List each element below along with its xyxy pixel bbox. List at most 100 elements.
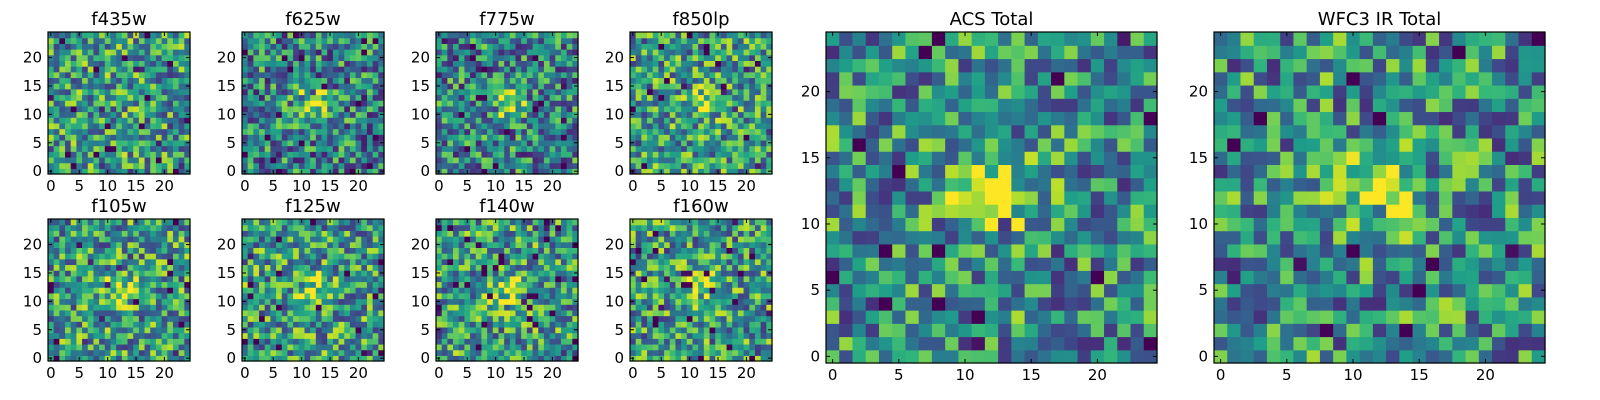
- pixel: [658, 88, 665, 96]
- pixel: [754, 162, 762, 169]
- pixel: [737, 326, 745, 334]
- pixel: [321, 77, 328, 84]
- pixel: [504, 321, 511, 328]
- pixel: [150, 139, 157, 147]
- pixel: [53, 83, 60, 90]
- pixel: [184, 292, 191, 300]
- pixel: [732, 281, 739, 288]
- pixel: [487, 309, 494, 317]
- pixel: [332, 230, 340, 237]
- pixel: [144, 88, 151, 96]
- pixel: [709, 100, 716, 107]
- pixel: [276, 343, 283, 351]
- pixel: [504, 309, 511, 317]
- pixel: [754, 139, 762, 147]
- pixel: [458, 270, 465, 277]
- pixel: [658, 139, 665, 147]
- pixel: [641, 105, 648, 113]
- pixel: [338, 83, 345, 90]
- pixel: [709, 321, 716, 328]
- pixel: [515, 83, 522, 90]
- pixel: [138, 128, 146, 135]
- pixel: [276, 71, 283, 79]
- pixel: [475, 326, 483, 334]
- pixel: [161, 298, 168, 305]
- pixel: [321, 270, 328, 277]
- pixel: [133, 37, 140, 44]
- pixel: [82, 224, 89, 231]
- pixel: [87, 292, 95, 300]
- pixel: [692, 315, 699, 322]
- pixel: [281, 105, 289, 113]
- pixel: [270, 156, 277, 164]
- pixel: [321, 343, 328, 351]
- pixel: [555, 54, 562, 61]
- pixel: [549, 247, 556, 254]
- pixel: [436, 88, 443, 96]
- pixel: [470, 88, 477, 96]
- pixel: [498, 105, 505, 113]
- pixel: [549, 281, 556, 288]
- pixel: [538, 270, 545, 277]
- pixel: [492, 151, 500, 158]
- pixel: [754, 100, 762, 107]
- pixel: [692, 94, 699, 101]
- pixel: [76, 326, 83, 334]
- pixel: [315, 122, 323, 130]
- pixel: [760, 315, 767, 322]
- pixel: [481, 253, 488, 260]
- pixel: [470, 332, 477, 339]
- pixel: [560, 355, 568, 362]
- pixel: [315, 71, 323, 79]
- pixel: [532, 230, 539, 237]
- pixel: [715, 43, 722, 50]
- pixel: [532, 355, 539, 362]
- pixel: [481, 168, 488, 175]
- pixel: [361, 241, 368, 248]
- pixel: [538, 338, 545, 345]
- pixel: [161, 321, 168, 328]
- pixel: [144, 111, 151, 118]
- pixel: [281, 355, 289, 362]
- pixel: [447, 292, 454, 300]
- pixel: [543, 355, 551, 362]
- pixel: [93, 168, 100, 175]
- pixel: [155, 338, 163, 345]
- pixel: [349, 355, 357, 362]
- pixel: [509, 151, 517, 158]
- pixel: [110, 128, 117, 135]
- pixel: [743, 122, 750, 130]
- pixel: [743, 117, 750, 124]
- pixel: [270, 338, 277, 345]
- pixel: [453, 338, 460, 345]
- pixel: [681, 168, 688, 175]
- pixel: [630, 315, 637, 322]
- pixel: [378, 88, 385, 96]
- pixel: [355, 241, 362, 248]
- pixel: [304, 270, 311, 277]
- pixel: [259, 247, 266, 254]
- pixel: [287, 134, 294, 141]
- pixel: [253, 258, 260, 266]
- pixel: [349, 298, 357, 305]
- pixel: [572, 105, 579, 113]
- pixel: [453, 60, 460, 67]
- pixel: [104, 117, 112, 124]
- pixel: [372, 355, 379, 362]
- pixel: [253, 43, 260, 50]
- pixel: [281, 60, 289, 67]
- pixel: [555, 343, 562, 351]
- pixel: [293, 54, 300, 61]
- pixel: [167, 236, 174, 243]
- pixel: [315, 49, 323, 56]
- pixel: [161, 54, 168, 61]
- pixel: [709, 37, 716, 44]
- pixel: [293, 43, 300, 50]
- pixel: [247, 122, 254, 130]
- pixel: [366, 338, 374, 345]
- pixel: [144, 349, 151, 356]
- pixel: [167, 315, 174, 322]
- pixel: [349, 122, 357, 130]
- pixel: [378, 66, 385, 73]
- pixel: [664, 88, 671, 96]
